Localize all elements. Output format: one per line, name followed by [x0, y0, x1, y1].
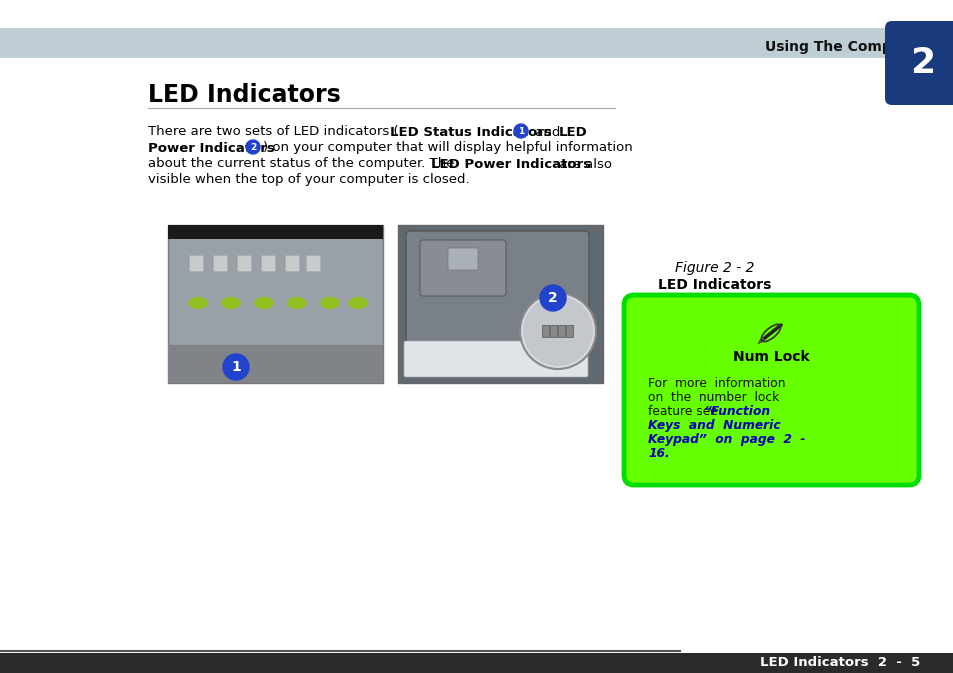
FancyBboxPatch shape — [623, 295, 918, 485]
Text: LED: LED — [558, 125, 587, 139]
Text: 1: 1 — [231, 360, 240, 374]
FancyBboxPatch shape — [285, 255, 298, 271]
FancyBboxPatch shape — [213, 255, 227, 271]
Ellipse shape — [254, 297, 273, 308]
FancyBboxPatch shape — [306, 255, 319, 271]
Text: and: and — [531, 125, 564, 139]
Circle shape — [246, 140, 260, 154]
Ellipse shape — [320, 297, 338, 308]
Text: LED Indicators: LED Indicators — [658, 278, 771, 292]
FancyBboxPatch shape — [0, 653, 953, 673]
Text: There are two sets of LED indicators (: There are two sets of LED indicators ( — [148, 125, 398, 139]
FancyBboxPatch shape — [884, 21, 953, 105]
Circle shape — [519, 293, 596, 369]
Circle shape — [539, 285, 565, 311]
FancyBboxPatch shape — [565, 325, 573, 337]
FancyBboxPatch shape — [541, 325, 548, 337]
FancyBboxPatch shape — [419, 240, 505, 296]
FancyBboxPatch shape — [189, 255, 203, 271]
FancyBboxPatch shape — [558, 325, 564, 337]
Text: on  the  number  lock: on the number lock — [647, 391, 779, 404]
Text: 2: 2 — [909, 46, 935, 80]
Text: LED Status Indicators: LED Status Indicators — [390, 125, 551, 139]
FancyBboxPatch shape — [168, 225, 382, 383]
Text: Keypad”  on  page  2  -: Keypad” on page 2 - — [647, 433, 804, 446]
Text: 16.: 16. — [647, 447, 669, 460]
Text: 2: 2 — [250, 143, 255, 151]
Text: Figure 2 - 2: Figure 2 - 2 — [675, 261, 754, 275]
Text: 2: 2 — [548, 291, 558, 305]
Text: visible when the top of your computer is closed.: visible when the top of your computer is… — [148, 174, 469, 186]
FancyBboxPatch shape — [397, 225, 602, 383]
Circle shape — [223, 354, 249, 380]
Text: For  more  information: For more information — [647, 377, 784, 390]
Text: “Function: “Function — [703, 405, 770, 418]
Text: Using The Computer: Using The Computer — [764, 40, 924, 54]
Ellipse shape — [288, 297, 306, 308]
Ellipse shape — [222, 297, 240, 308]
FancyBboxPatch shape — [550, 325, 557, 337]
FancyBboxPatch shape — [168, 225, 382, 239]
FancyBboxPatch shape — [406, 231, 588, 342]
FancyBboxPatch shape — [403, 341, 587, 377]
FancyBboxPatch shape — [168, 345, 382, 383]
Text: LED Indicators: LED Indicators — [148, 83, 340, 107]
Circle shape — [522, 296, 593, 366]
Text: about the current status of the computer. The: about the current status of the computer… — [148, 157, 458, 170]
Text: Num Lock: Num Lock — [732, 350, 808, 364]
Text: Power Indicators: Power Indicators — [148, 141, 274, 155]
Text: are also: are also — [555, 157, 612, 170]
Text: LED Indicators  2  -  5: LED Indicators 2 - 5 — [759, 656, 919, 670]
Text: Keys  and  Numeric: Keys and Numeric — [647, 419, 780, 432]
FancyBboxPatch shape — [448, 248, 477, 270]
Ellipse shape — [189, 297, 207, 308]
FancyBboxPatch shape — [261, 255, 274, 271]
Text: feature see: feature see — [647, 405, 720, 418]
Circle shape — [514, 124, 527, 138]
FancyBboxPatch shape — [0, 28, 953, 58]
Ellipse shape — [349, 297, 367, 308]
Text: LED Power Indicators: LED Power Indicators — [431, 157, 591, 170]
Text: ) on your computer that will display helpful information: ) on your computer that will display hel… — [263, 141, 632, 155]
Text: 1: 1 — [517, 127, 523, 135]
FancyBboxPatch shape — [236, 255, 251, 271]
